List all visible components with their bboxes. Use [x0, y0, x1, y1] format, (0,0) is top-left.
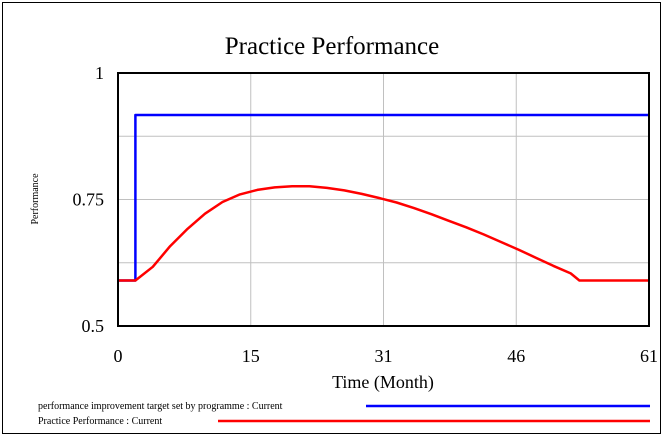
x-tick-label: 15	[242, 346, 260, 366]
chart-title: Practice Performance	[225, 33, 439, 60]
legend-label-2: Practice Performance : Current	[38, 416, 162, 427]
series-line-2	[118, 185, 649, 282]
x-tick-label: 0	[114, 346, 123, 366]
x-axis-label: Time (Month)	[332, 372, 434, 393]
x-tick-label: 61	[640, 346, 658, 366]
legend: performance improvement target set by pr…	[38, 401, 650, 427]
legend-label-1: performance improvement target set by pr…	[38, 401, 283, 412]
x-tick-label: 46	[507, 346, 525, 366]
y-axis-label: Performance	[30, 173, 41, 225]
x-tick-label: 31	[375, 346, 393, 366]
data-series	[118, 113, 649, 282]
y-tick-label: 1	[95, 63, 104, 83]
y-tick-label: 0.75	[73, 190, 105, 210]
plot-border	[117, 72, 650, 327]
y-tick-label: 0.5	[82, 316, 105, 336]
x-tick-labels: 0 15 31 46 61	[114, 346, 659, 366]
y-tick-labels: 0.5 0.75 1	[73, 63, 105, 336]
